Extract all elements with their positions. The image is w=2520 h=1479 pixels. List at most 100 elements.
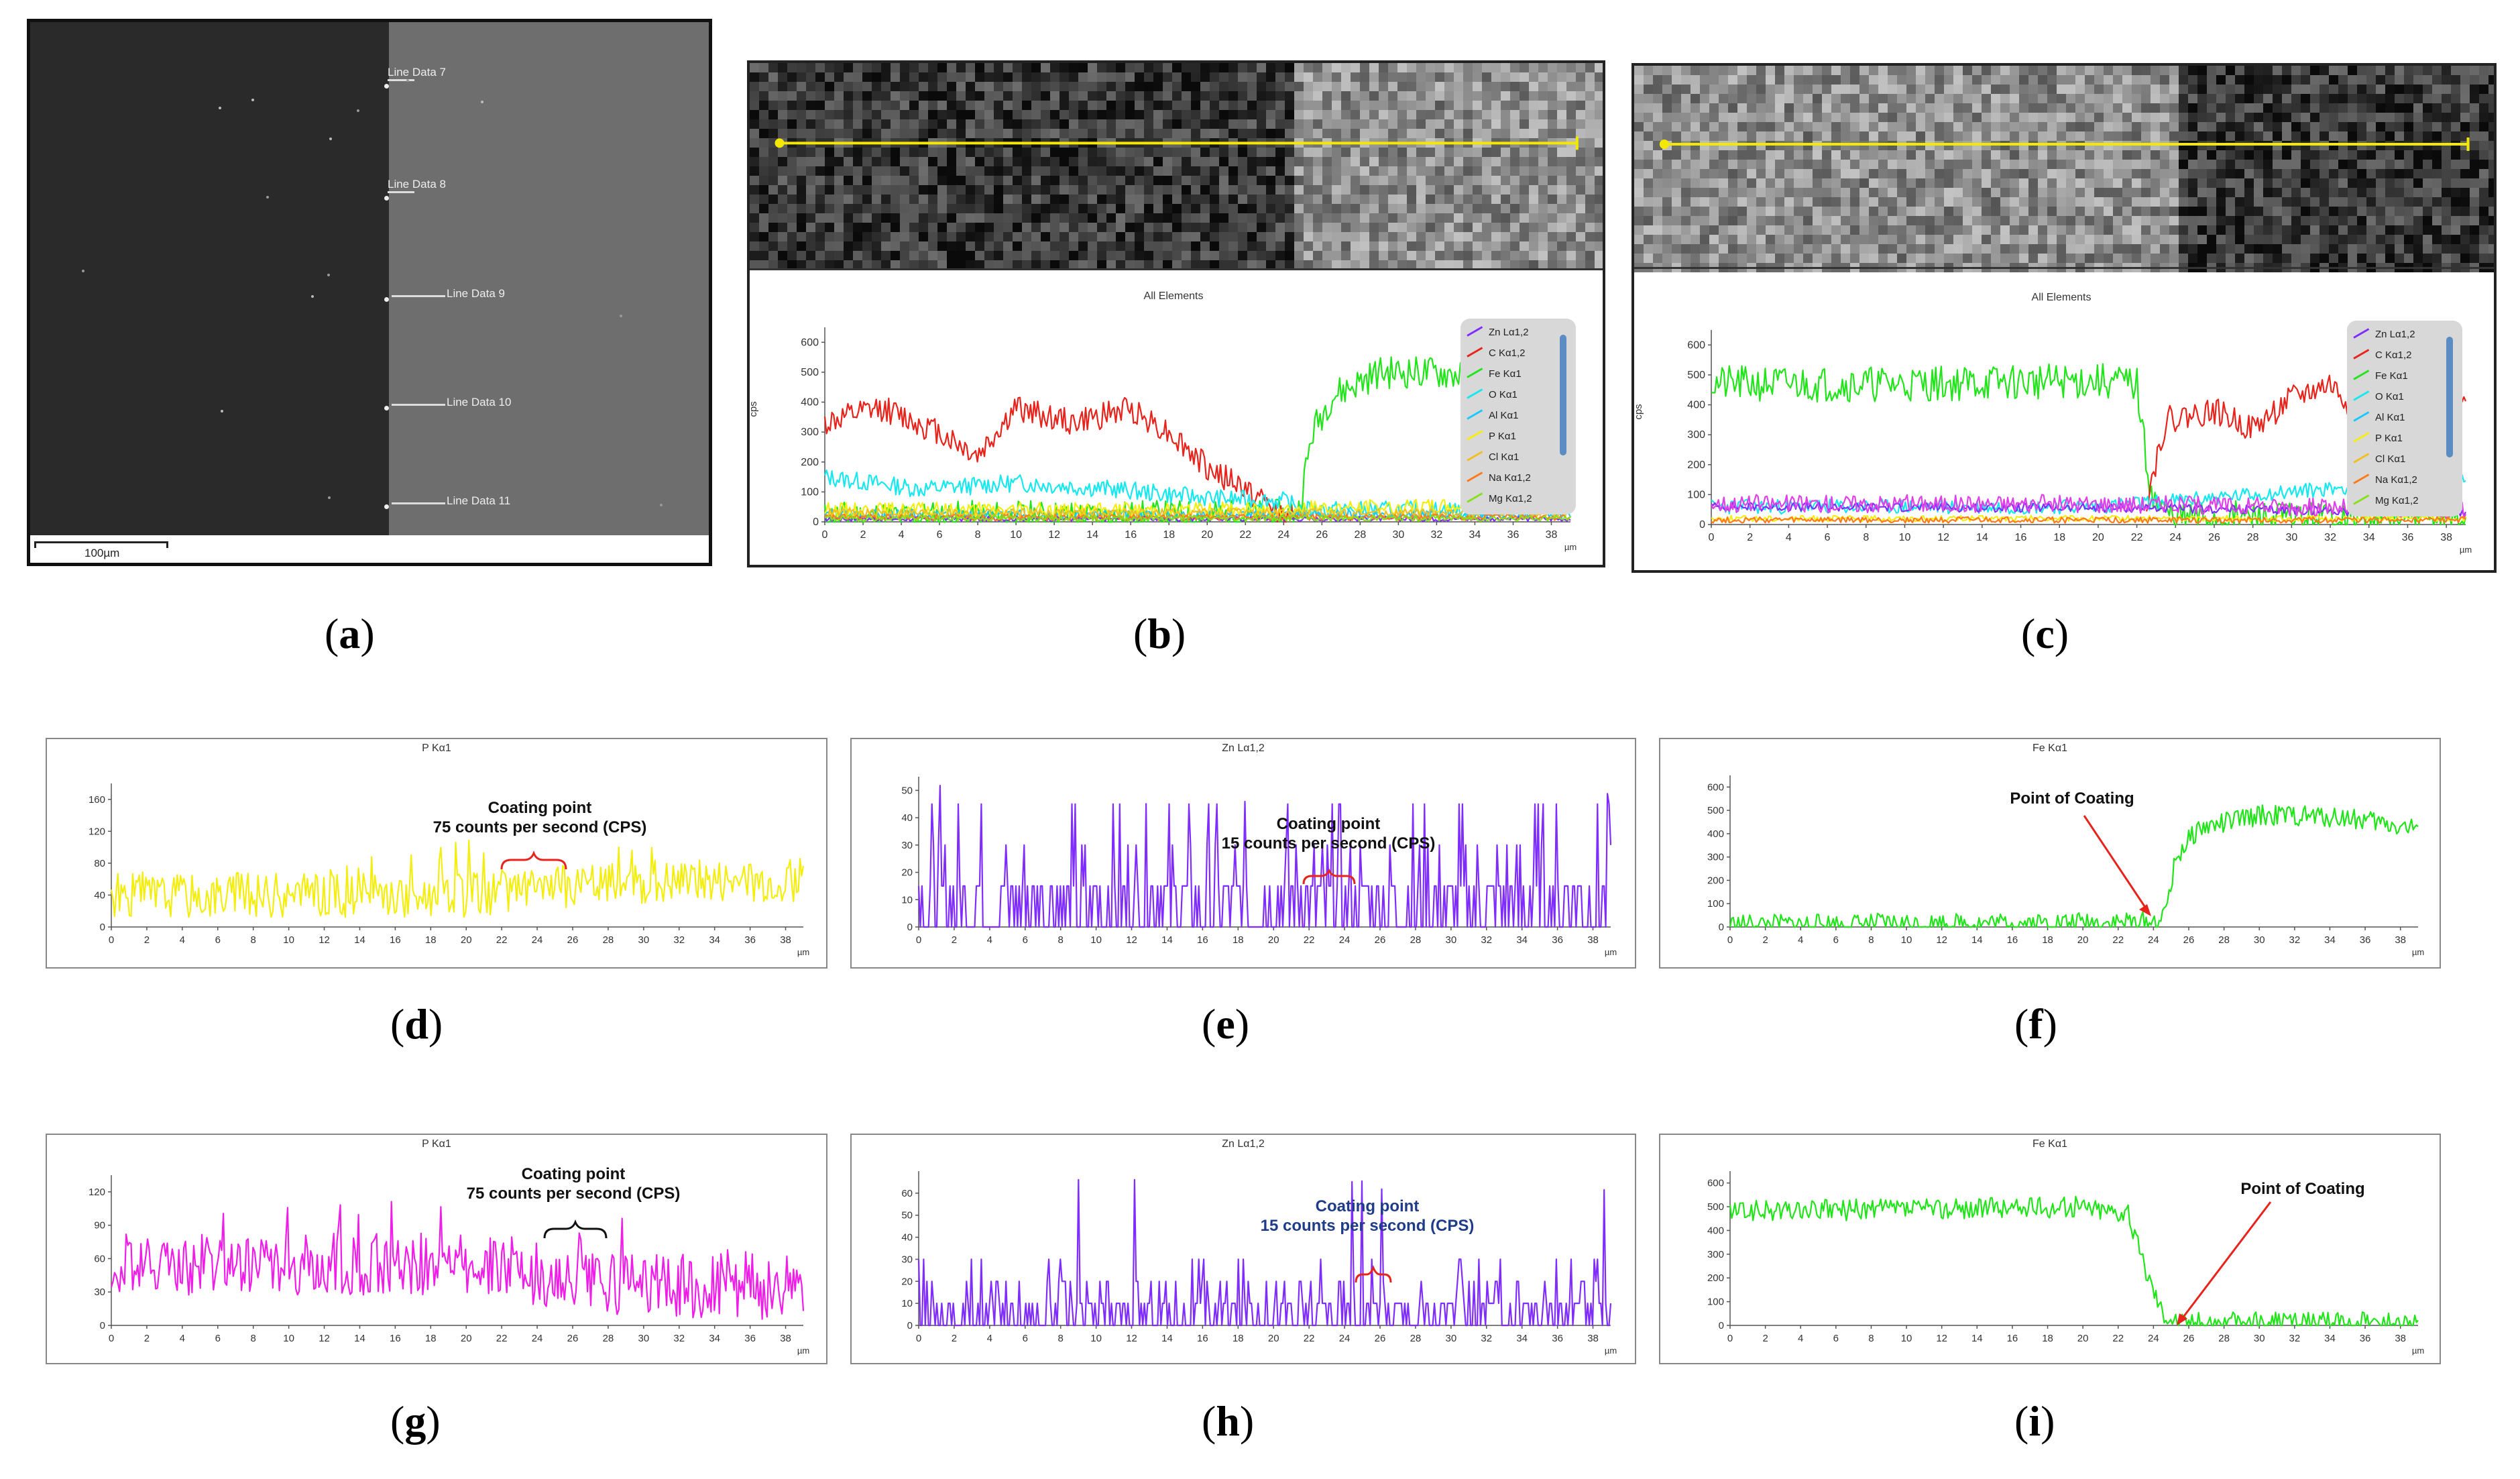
scan-pixel bbox=[937, 204, 947, 213]
scan-pixel bbox=[994, 223, 1003, 232]
scan-pixel bbox=[881, 176, 891, 185]
scan-pixel bbox=[1078, 157, 1088, 166]
scan-pixel bbox=[1031, 119, 1041, 129]
scan-pixel bbox=[891, 213, 900, 223]
brace-g bbox=[543, 1219, 608, 1239]
scan-pixel bbox=[984, 185, 994, 195]
scan-pixel bbox=[984, 63, 994, 72]
scan-pixel bbox=[966, 204, 975, 213]
scan-pixel bbox=[825, 213, 834, 223]
scan-pixel bbox=[862, 110, 872, 119]
scan-pixel bbox=[759, 204, 768, 213]
scan-pixel bbox=[937, 157, 947, 166]
scan-pixel bbox=[750, 110, 759, 119]
scan-pixel bbox=[1022, 251, 1031, 260]
scan-pixel bbox=[1088, 166, 1097, 176]
scan-pixel bbox=[797, 166, 806, 176]
scan-pixel bbox=[806, 72, 815, 82]
scan-pixel bbox=[937, 110, 947, 119]
scan-pixel bbox=[956, 223, 966, 232]
scan-pixel bbox=[778, 91, 787, 101]
scan-pixel bbox=[1050, 82, 1059, 91]
arrow-i bbox=[2181, 1201, 2272, 1319]
scan-pixel bbox=[1135, 223, 1144, 232]
scan-pixel bbox=[1116, 72, 1125, 82]
scan-pixel bbox=[1013, 223, 1022, 232]
scan-pixel bbox=[797, 195, 806, 204]
scan-pixel bbox=[1003, 72, 1013, 82]
scan-pixel bbox=[919, 204, 928, 213]
scan-pixel bbox=[825, 195, 834, 204]
scan-pixel bbox=[815, 260, 825, 270]
scan-pixel bbox=[768, 101, 778, 110]
scan-pixel bbox=[815, 148, 825, 157]
scan-pixel bbox=[862, 223, 872, 232]
scan-pixel bbox=[1003, 63, 1013, 72]
scan-pixel bbox=[1116, 213, 1125, 223]
scan-pixel bbox=[1078, 213, 1088, 223]
scan-pixel bbox=[1041, 110, 1050, 119]
scan-pixel bbox=[947, 241, 956, 251]
line-data-leader bbox=[388, 79, 414, 81]
scan-pixel bbox=[1097, 232, 1106, 241]
scan-pixel bbox=[787, 204, 797, 213]
arrow-f bbox=[2083, 815, 2147, 909]
scan-pixel bbox=[834, 101, 844, 110]
scan-pixel bbox=[872, 119, 881, 129]
scan-pixel bbox=[872, 260, 881, 270]
scan-pixel bbox=[787, 166, 797, 176]
scan-pixel bbox=[1088, 204, 1097, 213]
scan-pixel bbox=[900, 119, 909, 129]
scan-pixel bbox=[1097, 129, 1106, 138]
scan-pixel bbox=[750, 72, 759, 82]
scan-pixel bbox=[1172, 91, 1182, 101]
scan-pixel bbox=[750, 195, 759, 204]
scan-pixel bbox=[872, 82, 881, 91]
scan-pixel bbox=[1013, 232, 1022, 241]
scan-pixel bbox=[956, 63, 966, 72]
scan-pixel bbox=[956, 157, 966, 166]
scan-pixel bbox=[891, 157, 900, 166]
scan-pixel bbox=[1069, 251, 1078, 260]
scan-pixel bbox=[1050, 176, 1059, 185]
scan-pixel bbox=[787, 101, 797, 110]
scan-pixel bbox=[937, 232, 947, 241]
scan-pixel bbox=[966, 213, 975, 223]
scan-pixel bbox=[862, 157, 872, 166]
scan-pixel bbox=[1125, 195, 1135, 204]
scan-pixel bbox=[778, 129, 787, 138]
scan-pixel bbox=[778, 82, 787, 91]
scan-pixel bbox=[815, 101, 825, 110]
scan-pixel bbox=[853, 110, 862, 119]
scan-pixel bbox=[1163, 260, 1172, 270]
line-data-marker bbox=[384, 196, 389, 201]
scan-pixel bbox=[956, 129, 966, 138]
scan-pixel bbox=[1031, 204, 1041, 213]
scan-pixel bbox=[1069, 157, 1078, 166]
scan-pixel bbox=[1125, 213, 1135, 223]
scan-pixel bbox=[1116, 166, 1125, 176]
scan-pixel bbox=[806, 157, 815, 166]
scan-pixel bbox=[881, 260, 891, 270]
scan-pixel bbox=[1059, 251, 1069, 260]
scan-pixel bbox=[853, 241, 862, 251]
scan-pixel bbox=[937, 148, 947, 157]
scan-pixel bbox=[1172, 72, 1182, 82]
scan-pixel bbox=[1135, 91, 1144, 101]
line-data-leader bbox=[392, 404, 445, 406]
scan-pixel bbox=[975, 72, 984, 82]
scan-pixel bbox=[768, 241, 778, 251]
scan-pixel bbox=[844, 63, 853, 72]
scan-pixel bbox=[1069, 232, 1078, 241]
scan-pixel bbox=[1003, 185, 1013, 195]
scan-pixel bbox=[1144, 110, 1153, 119]
scan-pixel bbox=[844, 148, 853, 157]
scan-pixel bbox=[1022, 223, 1031, 232]
scan-pixel bbox=[1069, 260, 1078, 270]
scan-pixel bbox=[1153, 166, 1163, 176]
scan-pixel bbox=[1013, 204, 1022, 213]
scan-pixel bbox=[1153, 148, 1163, 157]
scan-pixel bbox=[984, 119, 994, 129]
scan-pixel bbox=[872, 157, 881, 166]
scan-pixel bbox=[1106, 148, 1116, 157]
